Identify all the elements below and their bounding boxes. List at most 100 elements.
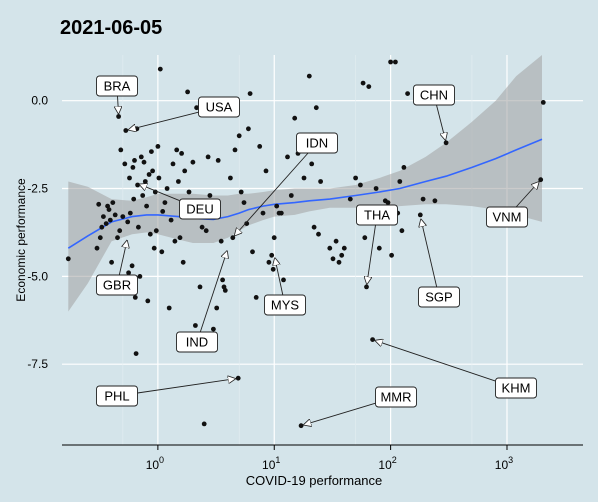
annotation-box [375, 386, 417, 408]
data-point [376, 245, 382, 251]
data-point [232, 147, 238, 153]
data-point [274, 203, 280, 209]
data-point [125, 219, 131, 225]
annotation-label: THA [364, 208, 390, 223]
data-point [129, 263, 135, 269]
annotation-box [96, 385, 138, 407]
data-point [230, 235, 236, 241]
annotation-box [495, 377, 537, 399]
data-point [109, 259, 114, 265]
annotation-label: USA [206, 100, 233, 115]
data-point [292, 115, 298, 121]
data-point [194, 105, 200, 111]
annotation-label: GBR [103, 278, 131, 293]
annotation-label: MYS [271, 298, 300, 313]
annotation-arrow [436, 104, 446, 140]
data-point [353, 175, 358, 181]
data-point [149, 149, 154, 155]
x-axis-label: COVID-19 performance [246, 473, 383, 488]
data-point [215, 158, 221, 163]
data-point [253, 295, 259, 300]
x-tick-label: 103 [495, 455, 513, 472]
data-point [186, 189, 192, 195]
annotation-label: VNM [493, 210, 522, 225]
annotation-label: KHM [502, 381, 531, 396]
annotation-box [486, 206, 528, 228]
data-point [179, 151, 185, 156]
data-point [133, 351, 139, 356]
data-point [103, 221, 109, 227]
data-point [393, 59, 398, 65]
annotation-label: IND [186, 335, 208, 350]
x-tick-label: 100 [146, 455, 164, 472]
data-point [405, 91, 410, 96]
data-point [94, 245, 100, 251]
data-point [266, 259, 272, 265]
data-point [288, 193, 294, 198]
annotation-arrow [275, 258, 284, 296]
data-point [127, 210, 133, 216]
data-point [172, 238, 178, 244]
data-point [298, 423, 304, 429]
annotations: BRA USA CHN IDN DEU THA VNM GBR SGP MYS IND KHM PHL M… [96, 75, 539, 425]
annotation-box [176, 331, 218, 353]
annotation-box [96, 274, 138, 296]
annotation-label: IDN [306, 136, 328, 151]
data-point [336, 259, 342, 265]
data-point [236, 133, 242, 139]
data-point [160, 209, 166, 214]
data-point [281, 277, 286, 283]
data-point [389, 252, 394, 258]
data-point [101, 214, 106, 220]
data-point [362, 235, 368, 241]
data-point [96, 201, 102, 207]
data-point [271, 235, 277, 241]
data-point [177, 235, 183, 241]
y-tick-label: -7.5 [27, 357, 48, 371]
data-point [341, 245, 347, 251]
trend-line [67, 138, 543, 249]
x-tick-exponent: 2 [392, 455, 397, 465]
x-tick-label: 102 [378, 455, 396, 472]
data-point [250, 249, 255, 255]
annotation-box [198, 96, 240, 118]
data-point [235, 375, 241, 381]
x-tick-base: 10 [495, 458, 509, 472]
data-point [211, 326, 216, 332]
data-point [132, 158, 137, 163]
data-point [330, 256, 336, 262]
data-point [207, 193, 213, 198]
data-point [269, 252, 275, 258]
x-tick-exponent: 3 [508, 455, 513, 465]
data-point [311, 224, 317, 230]
data-point [127, 175, 132, 181]
data-point [201, 421, 207, 427]
data-point [180, 259, 186, 265]
data-point [443, 140, 449, 146]
x-tick-label: 101 [262, 455, 280, 472]
data-point [278, 210, 284, 216]
data-point [174, 147, 180, 153]
data-point [193, 323, 198, 328]
data-point [358, 182, 363, 188]
data-point [347, 196, 353, 202]
data-point [246, 126, 251, 132]
annotation-arrow [304, 402, 376, 425]
data-point [313, 105, 319, 111]
data-point [370, 337, 375, 342]
annotation-box [356, 204, 398, 226]
data-point [164, 186, 170, 191]
data-point [140, 193, 146, 198]
data-point [397, 179, 403, 184]
data-point [401, 165, 407, 170]
annotation-label: PHL [104, 389, 129, 404]
data-point [214, 305, 220, 311]
annotation-arrow [118, 95, 119, 114]
annotation-label: CHN [420, 88, 448, 103]
data-point [130, 165, 136, 170]
annotation-label: BRA [104, 79, 131, 94]
data-point [538, 177, 544, 183]
data-point [153, 228, 159, 234]
